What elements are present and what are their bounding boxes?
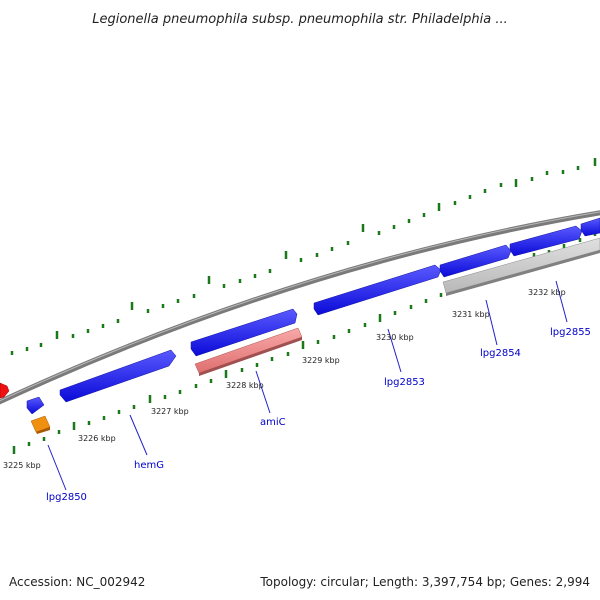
- label-leader-lines: [47, 280, 568, 491]
- accession-label: Accession: NC_002942: [9, 575, 145, 589]
- gene-arrow-hemG[interactable]: [59, 349, 177, 403]
- tick-label-3228: 3228 kbp: [226, 381, 264, 390]
- red-feature-marker[interactable]: [0, 382, 10, 399]
- tick-label-3225: 3225 kbp: [3, 461, 41, 470]
- gene-label-lpg2850[interactable]: lpg2850: [46, 492, 87, 503]
- tick-label-3227: 3227 kbp: [151, 407, 189, 416]
- gene-arrow-lpg2854[interactable]: [439, 244, 512, 278]
- tick-label-3230: 3230 kbp: [376, 333, 414, 342]
- upper-tick-row: [10, 158, 597, 355]
- gene-arrow-next[interactable]: [580, 217, 600, 237]
- genome-backbone: [0, 210, 600, 405]
- tick-label-3231: 3231 kbp: [452, 310, 490, 319]
- tick-label-3229: 3229 kbp: [302, 356, 340, 365]
- gene-label-hemG[interactable]: hemG: [134, 460, 164, 471]
- tick-label-3232: 3232 kbp: [528, 288, 566, 297]
- gene-arrow-lpg2855[interactable]: [509, 225, 583, 257]
- gene-label-lpg2855[interactable]: lpg2855: [550, 327, 591, 338]
- gene-arrow-amiC-shadow: [199, 337, 302, 376]
- gene-arrow-lpg2850-forward[interactable]: [26, 396, 45, 415]
- gene-arrow-lpg2853[interactable]: [313, 264, 442, 316]
- pseudogene-arrow[interactable]: [442, 237, 600, 294]
- orange-feature-marker-shadow: [36, 427, 50, 434]
- gene-label-lpg2854[interactable]: lpg2854: [480, 348, 521, 359]
- pseudogene-arrow-shadow: [446, 250, 600, 296]
- gene-label-amiC[interactable]: amiC: [260, 417, 286, 428]
- genome-summary: Topology: circular; Length: 3,397,754 bp…: [259, 575, 590, 589]
- gene-arrow-amiC-forward[interactable]: [190, 308, 298, 357]
- map-title: Legionella pneumophila subsp. pneumophil…: [92, 12, 508, 27]
- tick-label-3226: 3226 kbp: [78, 434, 116, 443]
- genome-backbone-highlight: [0, 211, 600, 402]
- gene-label-lpg2853[interactable]: lpg2853: [384, 377, 425, 388]
